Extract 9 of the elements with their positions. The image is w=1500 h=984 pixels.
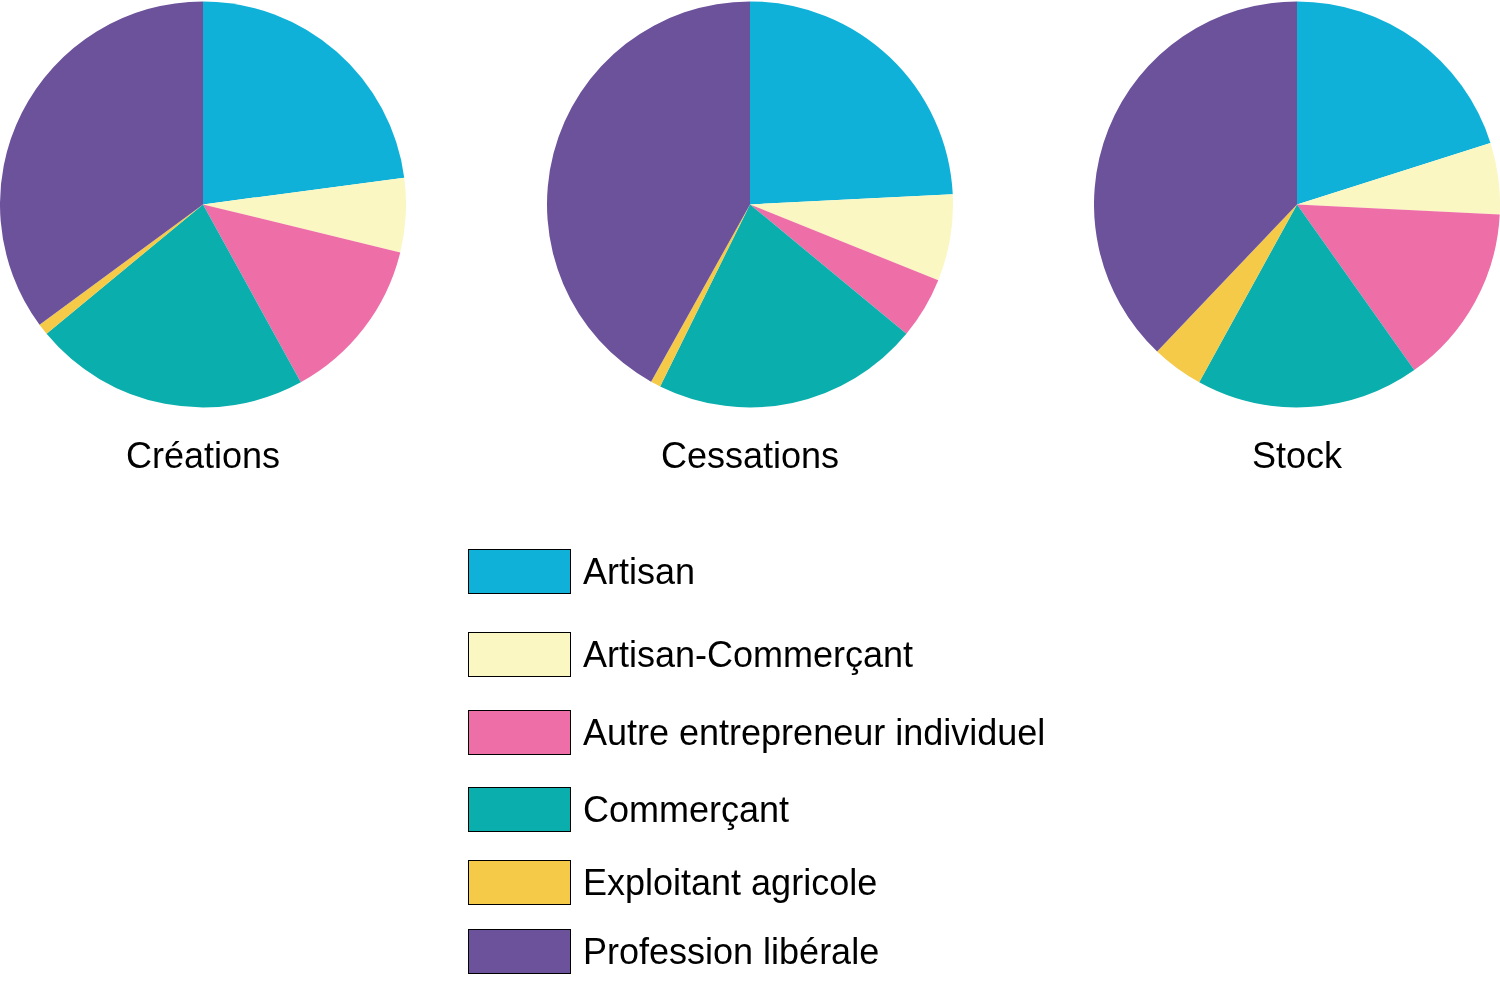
legend-label: Autre entrepreneur individuel [583, 710, 1046, 755]
legend-label: Artisan-Commerçant [583, 632, 914, 677]
legend-label: Commerçant [583, 787, 790, 832]
legend-label: Exploitant agricole [583, 860, 878, 905]
legend-label: Profession libérale [583, 929, 880, 974]
text: Cessations [660, 435, 840, 477]
text: Stock [1251, 435, 1344, 477]
legend-label: Artisan [583, 549, 696, 594]
text: Créations [125, 435, 281, 477]
